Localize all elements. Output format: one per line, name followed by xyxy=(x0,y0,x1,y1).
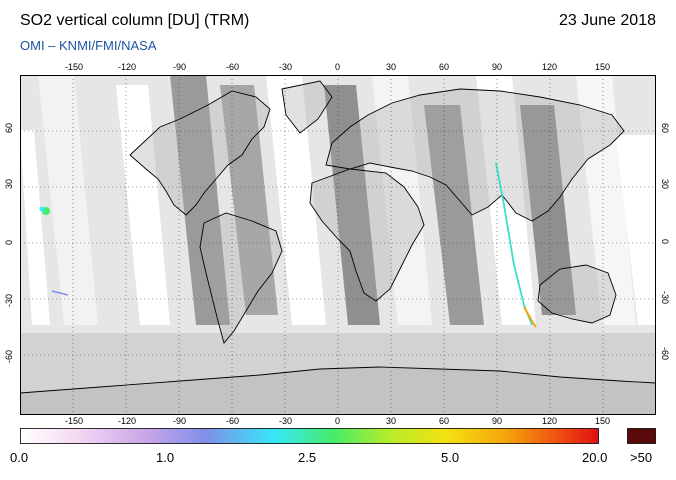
australia xyxy=(537,264,617,324)
swath-light xyxy=(266,75,326,325)
lat-label: 0 xyxy=(4,239,14,245)
greenland xyxy=(281,80,333,134)
lon-label: -90 xyxy=(173,416,187,426)
lon-label: -90 xyxy=(173,62,187,72)
overflow-label: >50 xyxy=(630,450,653,465)
swath-light xyxy=(116,85,170,325)
data-credit: OMI – KNMI/FMI/NASA xyxy=(20,38,157,53)
color-scale-bar xyxy=(20,428,599,444)
swath-light xyxy=(38,75,98,325)
lat-label: 30 xyxy=(4,178,14,189)
lon-label: 0 xyxy=(335,62,341,72)
lon-label: 90 xyxy=(492,62,503,72)
swath-dark xyxy=(520,105,576,315)
swath-dark xyxy=(220,85,278,315)
eurasia xyxy=(325,88,625,222)
swath-light xyxy=(576,75,636,325)
swath-light xyxy=(20,130,50,325)
lat-label: -30 xyxy=(4,293,14,307)
lon-label: -120 xyxy=(118,416,137,426)
lon-label: -150 xyxy=(65,62,84,72)
graticule xyxy=(20,75,656,415)
swath-dark xyxy=(170,75,230,325)
scale-label: 0.0 xyxy=(10,450,29,465)
so2-plumes xyxy=(39,162,537,328)
swath-dark xyxy=(424,105,484,325)
lon-label: -150 xyxy=(65,416,84,426)
lat-label: -30 xyxy=(660,291,670,305)
scale-label: 20.0 xyxy=(582,450,608,465)
scale-label: 5.0 xyxy=(441,450,460,465)
north-america xyxy=(129,90,271,216)
swath-light xyxy=(616,135,656,325)
lon-label: 30 xyxy=(386,416,397,426)
lat-label: -60 xyxy=(660,347,670,361)
lon-label: 120 xyxy=(542,416,558,426)
lat-label: 0 xyxy=(660,239,670,245)
orbit-swaths xyxy=(20,75,656,325)
map-title: SO2 vertical column [DU] (TRM) xyxy=(20,12,250,29)
lon-label: -60 xyxy=(226,416,240,426)
south-america xyxy=(199,212,283,344)
lon-label: 150 xyxy=(595,416,611,426)
swath-light xyxy=(372,75,432,325)
so2-plume-trace xyxy=(523,306,537,328)
lon-label: 30 xyxy=(386,62,397,72)
lon-labels-bottom-row: -150 -120 -90 -60 -30 0 30 60 90 120 150 xyxy=(20,416,656,428)
swath-dark xyxy=(324,85,380,325)
world-map: -150 xyxy=(20,75,656,415)
overflow-swatch xyxy=(627,428,656,444)
lon-label: -60 xyxy=(226,62,240,72)
lat-labels-right: 60 30 0 -30 -60 xyxy=(660,75,674,415)
lon-label: 150 xyxy=(595,62,611,72)
africa xyxy=(309,168,425,302)
lon-labels-top-row: -150 -120 -90 -60 -30 0 30 60 90 120 150 xyxy=(20,62,656,74)
lon-label: -30 xyxy=(279,62,293,72)
scale-label: 2.5 xyxy=(298,450,317,465)
lon-label: 60 xyxy=(439,62,450,72)
lon-label: 90 xyxy=(492,416,503,426)
lat-label: 60 xyxy=(4,122,14,133)
lon-label: 120 xyxy=(542,62,558,72)
lon-label: -120 xyxy=(118,62,137,72)
lon-label: 60 xyxy=(439,416,450,426)
lon-label: 0 xyxy=(335,416,341,426)
map-date: 23 June 2018 xyxy=(559,12,656,29)
lat-label: 60 xyxy=(660,123,670,134)
polar-night-band xyxy=(20,333,656,415)
so2-hotspot xyxy=(39,206,45,212)
map-frame xyxy=(20,75,656,415)
so2-plume-trace xyxy=(51,290,69,296)
scale-label: 1.0 xyxy=(156,450,175,465)
lat-label: -60 xyxy=(4,349,14,363)
lon-label: -30 xyxy=(279,416,293,426)
color-scale xyxy=(20,428,656,444)
lat-label: 30 xyxy=(660,179,670,190)
lat-labels-left: 60 30 0 -30 -60 xyxy=(4,75,18,415)
